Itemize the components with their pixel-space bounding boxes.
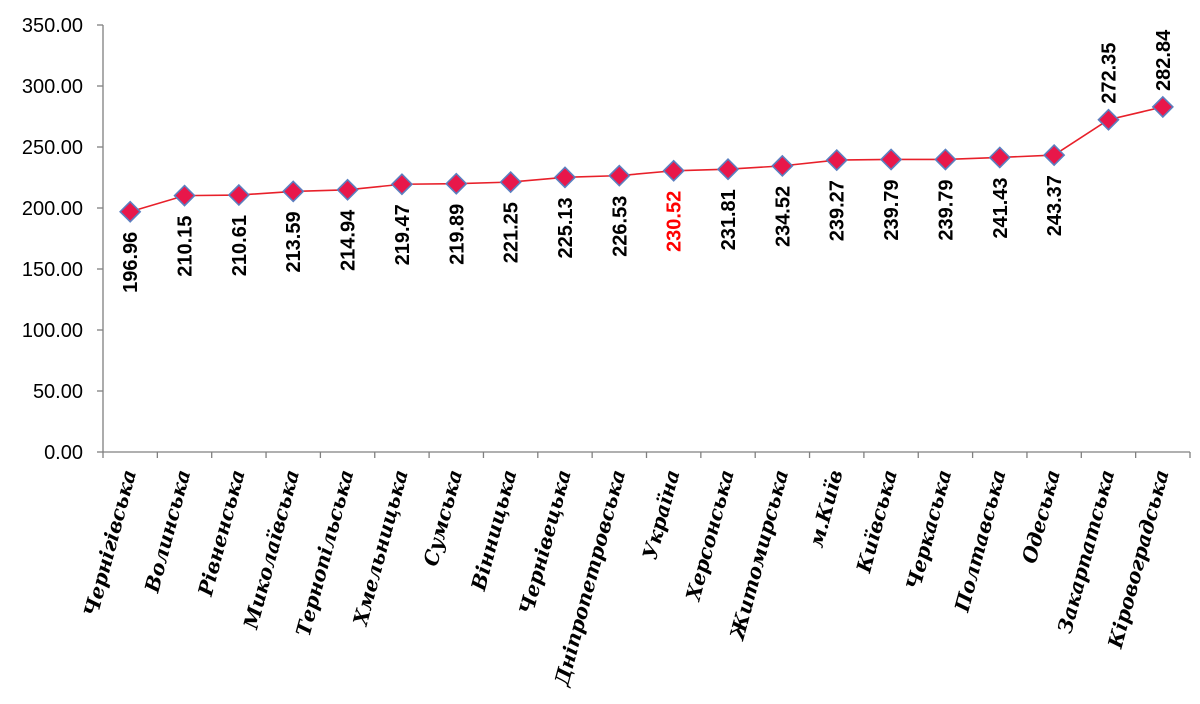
data-point-marker: [608, 164, 631, 187]
y-tick-label: 0.00: [44, 442, 83, 464]
data-point-marker: [771, 154, 794, 178]
x-category-label: Черкаська: [901, 467, 956, 592]
x-category-label: Вінницька: [466, 467, 522, 594]
x-category-label: Київська: [851, 467, 902, 576]
data-point-marker: [662, 159, 685, 182]
data-point-marker: [553, 166, 577, 189]
data-point-marker: [390, 173, 414, 196]
data-point-marker: [173, 184, 196, 207]
data-value-label: 219.89: [446, 204, 468, 265]
data-point-marker: [499, 170, 522, 194]
x-category-label: Сумська: [418, 467, 467, 569]
data-point-marker: [227, 183, 251, 207]
data-point-marker: [825, 148, 848, 172]
data-value-label: 230.52: [664, 191, 686, 252]
data-value-label: 231.81: [718, 189, 740, 250]
data-value-label: 241.43: [990, 177, 1012, 238]
y-tick-label: 350.00: [22, 15, 83, 37]
data-point-marker: [879, 148, 903, 171]
data-value-label: 210.61: [229, 215, 251, 276]
data-value-label: 272.35: [1098, 43, 1120, 104]
x-category-label: Волинська: [139, 467, 195, 596]
x-category-label: Одеська: [1017, 467, 1065, 566]
data-point-marker: [1097, 108, 1120, 131]
x-category-label: Чернівецька: [514, 467, 576, 617]
axes: 0.00 50.00 100.00 150.00 200.00 250.00 300.00 3…: [22, 15, 1191, 464]
x-category-label: Полтавська: [949, 467, 1010, 615]
x-category-label: Україна: [638, 467, 685, 562]
data-value-label: 234.52: [772, 186, 794, 247]
data-value-label: 213.59: [283, 211, 305, 272]
data-point-marker: [1151, 95, 1174, 119]
x-category-label: Закарпатська: [1053, 467, 1120, 636]
data-value-label: 219.47: [392, 204, 414, 265]
x-category-label: м.Київ: [804, 467, 848, 550]
series: [119, 95, 1174, 223]
data-point-marker: [445, 172, 468, 195]
data-point-marker: [336, 178, 359, 201]
data-value-label: 210.15: [175, 216, 197, 277]
data-point-marker: [988, 146, 1011, 169]
y-tick-label: 250.00: [22, 137, 83, 159]
data-value-label: 221.25: [501, 202, 523, 263]
data-value-label: 243.37: [1044, 175, 1066, 236]
data-point-marker: [119, 200, 142, 223]
x-category-label: Рівненська: [193, 467, 250, 599]
data-value-label: 239.79: [935, 179, 957, 240]
labels: ЧернігівськаВолинськаРівненськаМиколаївс…: [79, 29, 1175, 689]
x-category-label: Миколаївська: [238, 467, 304, 632]
x-category-label: Хмельницька: [348, 467, 413, 630]
data-value-label: 225.13: [555, 197, 577, 258]
y-tick-label: 100.00: [22, 320, 83, 342]
data-value-label: 214.94: [338, 209, 360, 271]
y-tick-label: 300.00: [22, 76, 83, 98]
x-category-label: Житомирська: [724, 467, 793, 644]
data-point-marker: [934, 148, 957, 171]
x-category-label: Чернігівська: [79, 467, 141, 619]
x-category-label: Херсонська: [680, 467, 738, 605]
data-point-marker: [1042, 143, 1066, 167]
y-tick-label: 200.00: [22, 198, 83, 220]
x-category-label: Тернопільська: [291, 467, 359, 639]
y-tick-label: 50.00: [33, 381, 83, 403]
data-value-label: 196.96: [120, 232, 142, 293]
data-value-label: 226.53: [609, 196, 631, 257]
data-point-marker: [282, 180, 305, 203]
data-value-label: 239.27: [827, 180, 849, 241]
data-point-marker: [716, 158, 740, 181]
y-tick-label: 150.00: [22, 259, 83, 281]
data-value-label: 239.79: [881, 179, 903, 240]
data-value-label: 282.84: [1153, 29, 1175, 91]
